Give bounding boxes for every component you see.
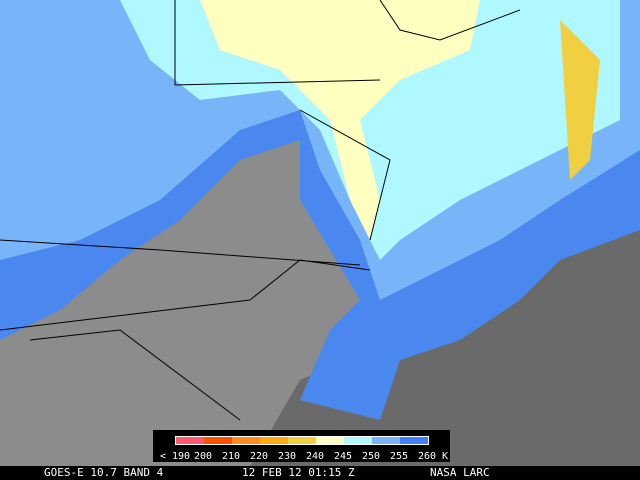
color-swatch [204,437,232,444]
footer-bar: GOES-E 10.7 BAND 4 12 FEB 12 01:15 Z NAS… [0,466,640,480]
legend-label: 250 [361,451,381,462]
satellite-map [0,0,640,466]
legend-label: 220 [249,451,269,462]
color-swatch [288,437,316,444]
timestamp-label: 12 FEB 12 01:15 Z [242,466,355,479]
legend-tick-labels: < 190 200 210 220 230 240 245 250 255 26… [153,451,450,462]
color-swatch [344,437,372,444]
satellite-band-label: GOES-E 10.7 BAND 4 [44,466,164,479]
legend-label: 230 [277,451,297,462]
legend-label: 245 [333,451,353,462]
legend-label: 200 [193,451,213,462]
legend-label: 255 [389,451,409,462]
color-swatch [400,437,428,444]
legend-label: 260 K [417,451,449,462]
legend-label: < 190 [159,451,191,462]
credit-label: NASA LARC [430,466,490,479]
color-swatch [232,437,260,444]
color-swatch [372,437,400,444]
temperature-legend: < 190 200 210 220 230 240 245 250 255 26… [153,430,450,462]
color-swatch [260,437,288,444]
legend-label: 210 [221,451,241,462]
legend-label: 240 [305,451,325,462]
color-swatch [316,437,344,444]
color-scale-bar [175,436,429,445]
color-swatch [176,437,204,444]
